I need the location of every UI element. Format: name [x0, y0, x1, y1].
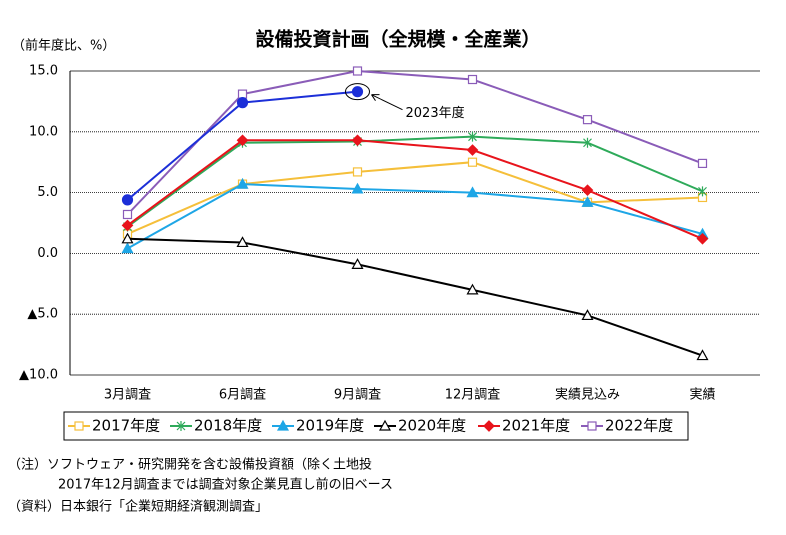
series-line: [126, 139, 703, 240]
annotation-ring: [345, 83, 370, 101]
marker: [581, 196, 594, 207]
marker: [121, 232, 134, 244]
legend-label: 2021年度: [502, 417, 570, 435]
marker: [583, 137, 592, 148]
marker: [466, 144, 479, 156]
marker: [351, 258, 364, 269]
marker: [581, 309, 594, 321]
series-line: [127, 237, 703, 357]
marker: [236, 134, 249, 147]
marker: [351, 182, 364, 194]
legend-label: 2019年度: [296, 417, 364, 435]
legend-label: 2020年度: [398, 417, 466, 435]
marker: [467, 157, 478, 167]
x-tick-label: 実績: [689, 387, 715, 403]
marker: [121, 194, 134, 206]
marker: [582, 115, 593, 125]
marker: [237, 89, 248, 99]
legend-marker: [378, 419, 392, 431]
y-tick-label: ▲5.0: [27, 307, 58, 322]
x-tick-label: 12月調査: [445, 388, 501, 403]
marker: [352, 66, 363, 76]
legend-label: 2018年度: [194, 417, 262, 435]
marker: [351, 134, 364, 147]
legend-marker: [74, 421, 84, 431]
marker: [466, 186, 479, 198]
legend-marker: [276, 419, 290, 431]
marker: [698, 186, 707, 197]
series-line: [126, 69, 703, 216]
marker: [236, 97, 249, 109]
annotation: 2023年度: [406, 105, 465, 121]
note: （注）ソフトウェア・研究開発を含む設備投資額（除く土地投: [8, 457, 372, 473]
marker: [696, 232, 709, 245]
y-tick-label: 10.0: [29, 124, 58, 139]
x-tick-label: 6月調査: [219, 388, 266, 403]
marker: [236, 236, 249, 248]
y-tick-label: 0.0: [37, 246, 58, 261]
y-tick-label: 15.0: [29, 64, 58, 79]
y-tick-label: 5.0: [37, 185, 58, 200]
series-line: [127, 161, 703, 235]
y-axis-label: （前年度比、%）: [12, 38, 115, 54]
marker: [467, 74, 478, 85]
legend-label: 2017年度: [92, 417, 160, 435]
legend-marker: [483, 420, 495, 432]
marker: [697, 158, 708, 169]
marker: [121, 219, 134, 232]
legend-label: 2022年度: [605, 417, 673, 435]
chart-title: 設備投資計画（全規模・全産業）: [255, 28, 540, 51]
note: 2017年12月調査までは調査対象企業見直し前の旧ベース: [58, 477, 393, 493]
y-tick-label: ▲10.0: [19, 368, 58, 383]
marker: [236, 177, 249, 189]
marker: [352, 167, 363, 177]
note: （資料）日本銀行「企業短期経済観測調査」: [8, 499, 268, 515]
legend-marker: [587, 421, 597, 431]
annotation-arrow: [371, 94, 403, 111]
marker: [122, 209, 133, 220]
x-tick-label: 3月調査: [104, 388, 151, 403]
marker: [696, 349, 709, 361]
marker: [351, 86, 364, 98]
x-tick-label: 9月調査: [334, 388, 381, 403]
series-line: [127, 183, 703, 250]
marker: [121, 242, 134, 254]
series-line: [126, 135, 703, 228]
marker: [581, 184, 594, 197]
legend-marker: [176, 421, 186, 431]
legend-box: [63, 411, 689, 441]
marker: [466, 283, 479, 295]
x-tick-label: 実績見込み: [555, 387, 620, 403]
marker: [468, 131, 477, 142]
